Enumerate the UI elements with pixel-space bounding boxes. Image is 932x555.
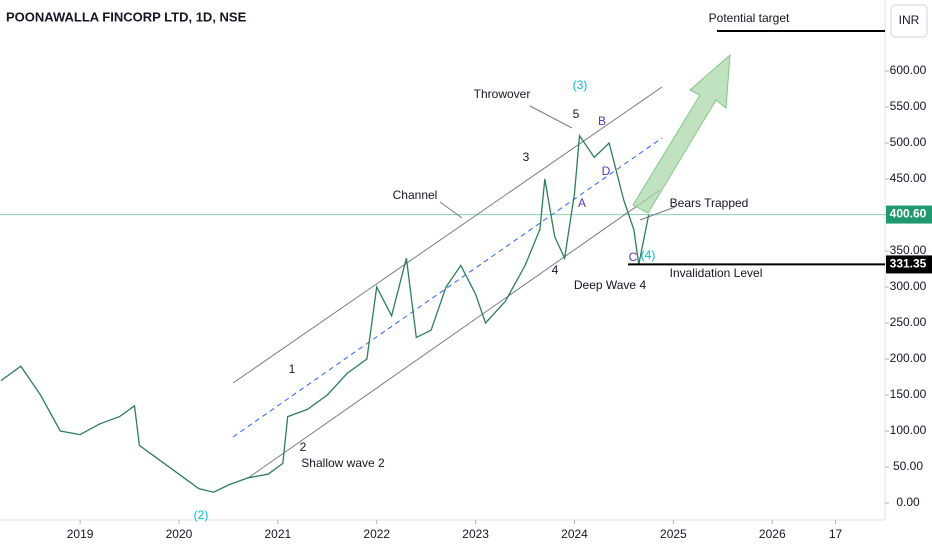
currency-box[interactable] [890,4,928,38]
y-tick-label: 500.00 [890,135,927,149]
annotation: Deep Wave 4 [574,278,647,292]
y-tick-label: 550.00 [890,99,927,113]
y-tick-label: 200.00 [890,351,927,365]
x-tick-label: 17 [829,527,843,541]
annotation: (3) [573,78,588,92]
invalidation-box [886,255,932,274]
annotation: 5 [573,107,580,121]
annotation: 4 [552,263,559,277]
channel-lower [247,189,661,479]
x-tick-label: 2020 [166,527,193,541]
y-tick-label: 0.00 [896,495,920,509]
y-tick-label: 300.00 [890,279,927,293]
invalidation-label: 331.35 [890,257,927,271]
annotation: (2) [194,508,209,522]
y-tick-label: 50.00 [893,459,923,473]
pointer [529,105,573,129]
x-tick-label: 2021 [265,527,292,541]
x-tick-label: 2019 [67,527,94,541]
last-price-label: 400.60 [890,207,927,221]
target-arrow [632,53,731,214]
annotation: B [598,114,606,128]
annotation: (4) [641,248,656,262]
pointer [439,201,463,219]
x-tick-label: 2023 [462,527,489,541]
y-tick-label: 100.00 [890,423,927,437]
y-tick-label: 600.00 [890,63,927,77]
annotation: Throwover [474,87,531,101]
x-tick-label: 2022 [363,527,390,541]
x-tick-label: 2024 [561,527,588,541]
channel-upper [232,86,663,384]
annotation: 3 [523,150,530,164]
pointer [639,206,676,221]
annotation: Potential target [709,11,790,25]
annotation: 2 [300,440,307,454]
annotation: C [629,250,638,264]
x-tick-label: 2026 [759,527,786,541]
x-tick-label: 2025 [660,527,687,541]
y-tick-label: 150.00 [890,387,927,401]
currency[interactable]: INR [899,13,920,27]
annotation: Invalidation Level [670,266,763,280]
chart-title: POONAWALLA FINCORP LTD, 1D, NSE [6,9,247,24]
annotation: D [602,164,611,178]
annotation: 1 [289,362,296,376]
annotation: Bears Trapped [670,196,749,210]
y-tick-label: 250.00 [890,315,927,329]
annotation: Shallow wave 2 [301,456,385,470]
y-tick-label: 450.00 [890,171,927,185]
annotation: A [578,196,586,210]
y-tick-label: 350.00 [890,243,927,257]
last-price-box [886,205,932,224]
channel-mid [232,137,663,438]
annotation: Channel [393,188,438,202]
